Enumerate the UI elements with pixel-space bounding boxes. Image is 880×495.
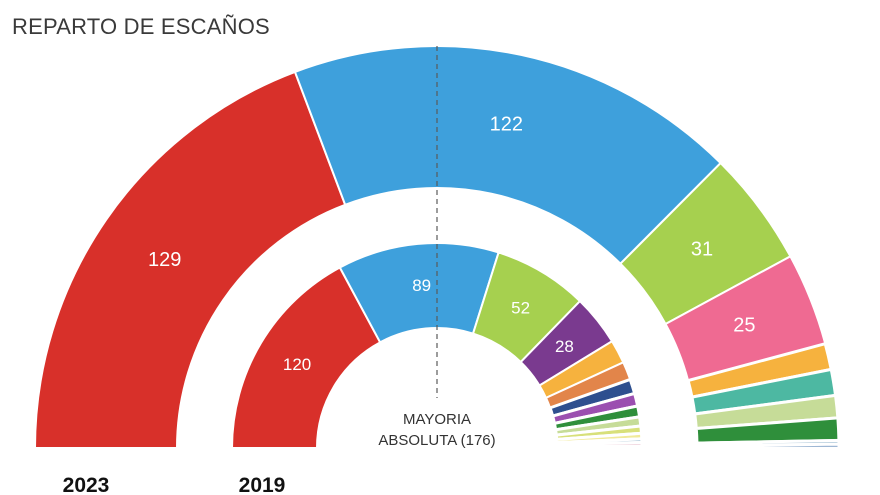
year-label-2019: 2019 bbox=[239, 474, 286, 495]
seat-segment-2019-15 bbox=[555, 444, 644, 450]
seat-segment-2023-2 bbox=[293, 45, 723, 266]
seat-label-2019-4: 28 bbox=[555, 337, 574, 356]
seat-segment-2023-1 bbox=[33, 70, 347, 449]
seat-label-2019-2: 89 bbox=[412, 276, 431, 295]
majority-label-line2: ABSOLUTA (176) bbox=[378, 432, 495, 449]
seat-label-2023-4: 25 bbox=[733, 314, 755, 336]
year-label-2023: 2023 bbox=[63, 474, 110, 495]
seat-label-2019-1: 120 bbox=[283, 355, 311, 374]
seat-label-2019-3: 52 bbox=[511, 299, 530, 318]
hemicycle-2019: 120 89 52 28 bbox=[230, 242, 644, 450]
seat-label-2023-1: 129 bbox=[148, 249, 181, 271]
hemicycle-2023: 129 122 31 25 bbox=[33, 45, 841, 450]
majority-label-line1: MAYORIA bbox=[403, 411, 471, 428]
seat-segment-2023-10 bbox=[695, 442, 841, 450]
seat-label-2023-3: 31 bbox=[691, 239, 713, 261]
seat-label-2023-2: 122 bbox=[490, 113, 523, 135]
chart-title: REPARTO DE ESCAÑOS bbox=[12, 14, 270, 39]
